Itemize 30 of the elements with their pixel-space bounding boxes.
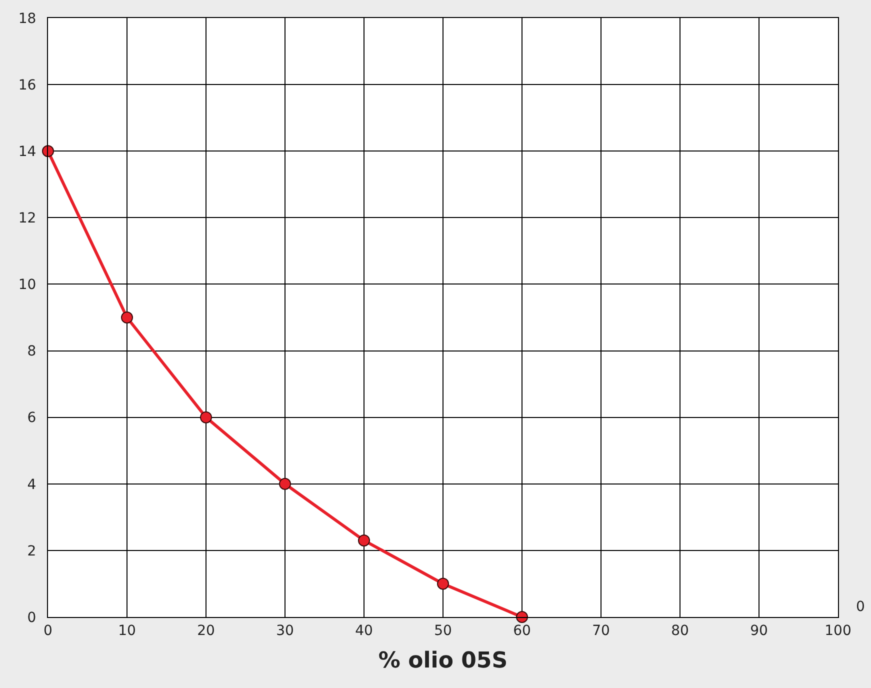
point [42,145,54,158]
y-tick-label: 8 [27,344,36,360]
text: 0 [856,599,865,615]
x-tick-label: 90 [750,622,768,639]
x-tick-label: 70 [592,622,610,639]
y-tick-label: 16 [18,77,36,94]
point [121,312,133,324]
x-tick-label: 50 [434,622,452,639]
x-tick-label: 20 [197,622,215,639]
x-tick-label: 100 [824,622,852,639]
y-tick-label: 10 [18,277,36,294]
x-tick-label: 10 [118,622,136,639]
x-tick-label: 80 [671,622,689,639]
y-tick-label: 18 [18,10,36,27]
y-tick-label: 6 [27,410,36,426]
x-tick-label: 60 [513,622,531,639]
x-tick-label: 30 [276,622,294,639]
x-tick-label: 0 [44,622,52,639]
point [200,411,212,424]
x-axis-title: % olio 05S [378,648,508,674]
point [279,478,291,490]
y-tick-label: 4 [27,476,36,493]
point [516,611,528,623]
y-tick-label: 0 [27,610,36,626]
y-tick-label: 14 [18,144,36,160]
point [437,578,449,590]
y-tick-label: 2 [27,543,36,560]
x-tick-label: 40 [355,622,373,639]
y-tick-label: 12 [18,210,36,227]
point [358,534,370,546]
